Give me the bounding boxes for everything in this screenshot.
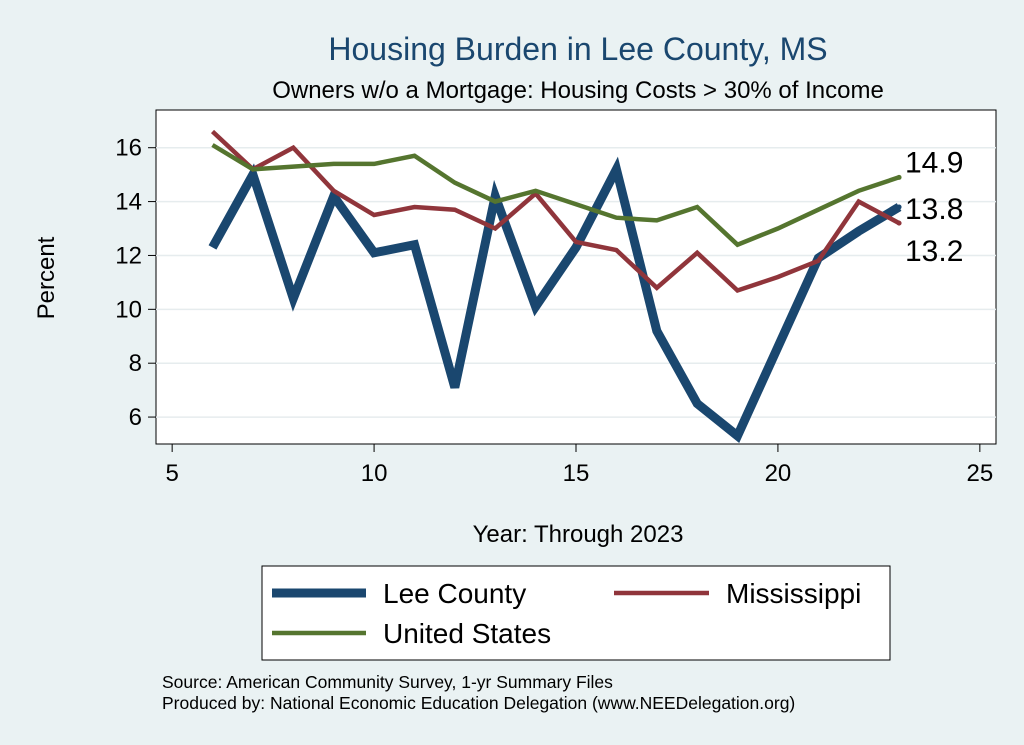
x-tick-label: 10 — [361, 460, 388, 487]
y-axis-label: Percent — [33, 236, 60, 319]
series-lines — [208, 129, 902, 444]
series-line-mississippi — [210, 129, 901, 294]
series-line-united-states — [211, 143, 900, 248]
y-tick-label: 10 — [115, 296, 142, 323]
x-axis: 5 10 15 20 25 — [165, 444, 993, 487]
end-label-lee-county: 13.8 — [905, 193, 963, 226]
legend-label-united-states: United States — [383, 618, 551, 649]
chart-title: Housing Burden in Lee County, MS — [328, 31, 827, 67]
y-tick-label: 12 — [115, 242, 142, 269]
legend-label-mississippi: Mississippi — [726, 578, 861, 609]
y-tick-label: 14 — [115, 189, 142, 216]
series-line-lee-county — [208, 156, 902, 444]
series-end-point-lee-county — [896, 204, 902, 210]
end-labels: 13.8 13.2 14.9 — [905, 146, 963, 268]
y-tick-label: 8 — [129, 350, 142, 377]
source-line-1: Source: American Community Survey, 1-yr … — [162, 672, 613, 692]
x-tick-label: 25 — [966, 460, 993, 487]
legend-label-lee-county: Lee County — [383, 578, 526, 609]
series-end-point-united-states — [896, 174, 902, 180]
series-end-point-mississippi — [896, 220, 902, 226]
x-tick-label: 15 — [563, 460, 590, 487]
x-tick-label: 5 — [165, 460, 178, 487]
end-label-united-states: 14.9 — [905, 146, 963, 179]
y-axis: 6 8 10 12 14 16 — [115, 135, 156, 431]
y-tick-label: 16 — [115, 135, 142, 162]
x-tick-label: 20 — [765, 460, 792, 487]
end-label-mississippi: 13.2 — [905, 235, 963, 268]
y-tick-label: 6 — [129, 404, 142, 431]
chart-subtitle: Owners w/o a Mortgage: Housing Costs > 3… — [272, 77, 884, 104]
legend-box — [261, 565, 891, 661]
legend: Lee County Mississippi United States — [261, 565, 891, 661]
x-axis-label: Year: Through 2023 — [473, 521, 684, 548]
source-line-2: Produced by: National Economic Education… — [162, 693, 795, 713]
